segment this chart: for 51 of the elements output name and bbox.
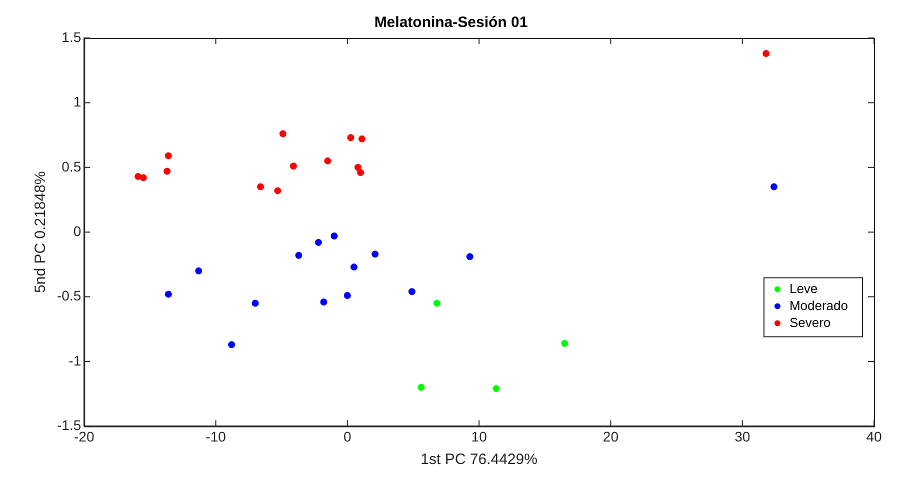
point (466, 253, 474, 260)
x-tick-label: -10 (206, 428, 226, 444)
point (357, 169, 364, 176)
point (320, 298, 328, 306)
legend-label: Leve (789, 280, 818, 296)
chart-title: Melatonina-Sesión 01 (374, 14, 528, 32)
point (561, 340, 568, 347)
point (350, 264, 358, 271)
point (257, 183, 264, 190)
point (164, 152, 172, 160)
x-tick-label: 40 (866, 428, 882, 444)
y-tick-label: -1.5 (57, 417, 82, 434)
point (492, 385, 500, 392)
x-tick-label: 20 (602, 428, 619, 444)
point (295, 252, 302, 259)
point (762, 50, 770, 58)
y-axis-title: 5nd PC 0.21848% (32, 171, 50, 293)
point (274, 187, 282, 194)
point (134, 172, 142, 180)
point (433, 300, 440, 307)
x-tick-label: 10 (471, 428, 488, 444)
point (372, 250, 379, 258)
point (290, 162, 297, 170)
legend-label: Moderado (789, 298, 848, 313)
point (164, 290, 172, 298)
y-tick-label: -1 (68, 352, 82, 368)
point (314, 238, 322, 246)
point (418, 384, 425, 391)
point (770, 183, 778, 190)
x-tick-label: 0 (344, 428, 352, 444)
point (347, 134, 354, 142)
point (408, 288, 416, 296)
y-tick-label: 0 (73, 222, 82, 239)
y-tick-label: 0.5 (62, 158, 82, 174)
point (164, 168, 171, 175)
point (358, 135, 366, 142)
point (354, 164, 362, 171)
x-axis-title: 1st PC 76.4429% (420, 451, 538, 468)
y-tick-label: -0.5 (57, 288, 82, 304)
point (324, 157, 332, 164)
point (195, 267, 202, 274)
legend-label: Severo (789, 314, 831, 330)
x-tick-label: 30 (734, 428, 750, 444)
point (252, 300, 259, 307)
y-tick-label: 1.5 (62, 28, 82, 45)
point (279, 130, 286, 138)
point (228, 341, 236, 348)
y-tick-label: 1 (73, 94, 82, 110)
point (344, 292, 351, 300)
point (140, 174, 147, 182)
point (330, 232, 338, 240)
